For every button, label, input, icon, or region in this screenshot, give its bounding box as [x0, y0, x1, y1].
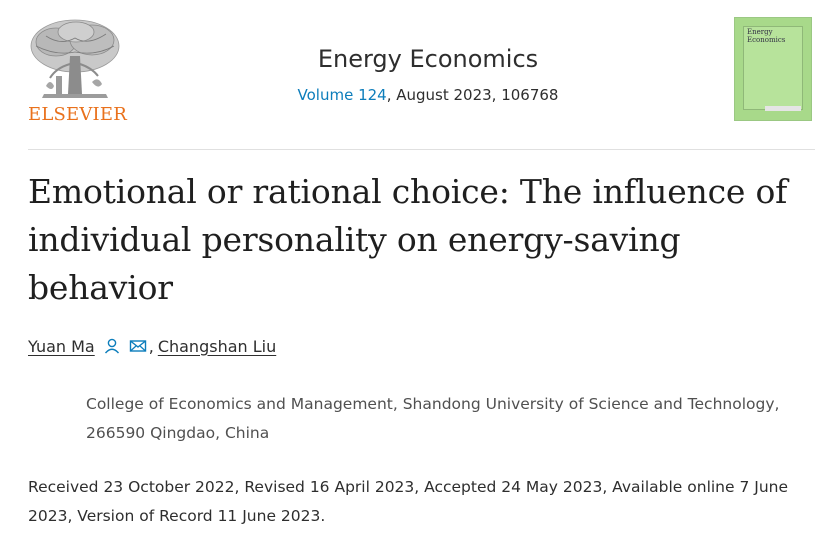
tree-logo-icon	[30, 19, 120, 98]
article-history-dates: Received 23 October 2022, Revised 16 Apr…	[28, 478, 789, 525]
envelope-icon[interactable]	[129, 337, 147, 355]
author-list: Yuan Ma , Changshan Liu	[28, 333, 276, 359]
journal-issue: Volume 124, August 2023, 106768	[200, 86, 656, 104]
issue-details: , August 2023, 106768	[386, 86, 559, 104]
cover-footer-bar	[765, 106, 801, 111]
author-link-yuan-ma[interactable]: Yuan Ma	[28, 336, 95, 356]
header-divider	[28, 149, 815, 150]
journal-title[interactable]: Energy Economics	[317, 45, 539, 73]
elsevier-logo[interactable]: ELSEVIER	[26, 16, 127, 126]
author-link-changshan-liu[interactable]: Changshan Liu	[157, 336, 277, 356]
author-affiliation: College of Economics and Management, Sha…	[86, 395, 780, 442]
cover-panel	[743, 26, 803, 110]
cover-title: Energy Economics	[747, 28, 786, 44]
person-icon[interactable]	[103, 337, 121, 355]
publisher-name: ELSEVIER	[28, 104, 127, 125]
author-separator: ,	[148, 336, 154, 356]
journal-cover-image[interactable]: Energy Economics	[734, 17, 812, 121]
volume-link[interactable]: Volume 124	[297, 86, 387, 104]
journal-header: ELSEVIER Energy Economics Volume 124, Au…	[0, 0, 833, 150]
journal-info: Energy Economics Volume 124, August 2023…	[200, 42, 656, 104]
article-title: Emotional or rational choice: The influe…	[28, 172, 788, 307]
